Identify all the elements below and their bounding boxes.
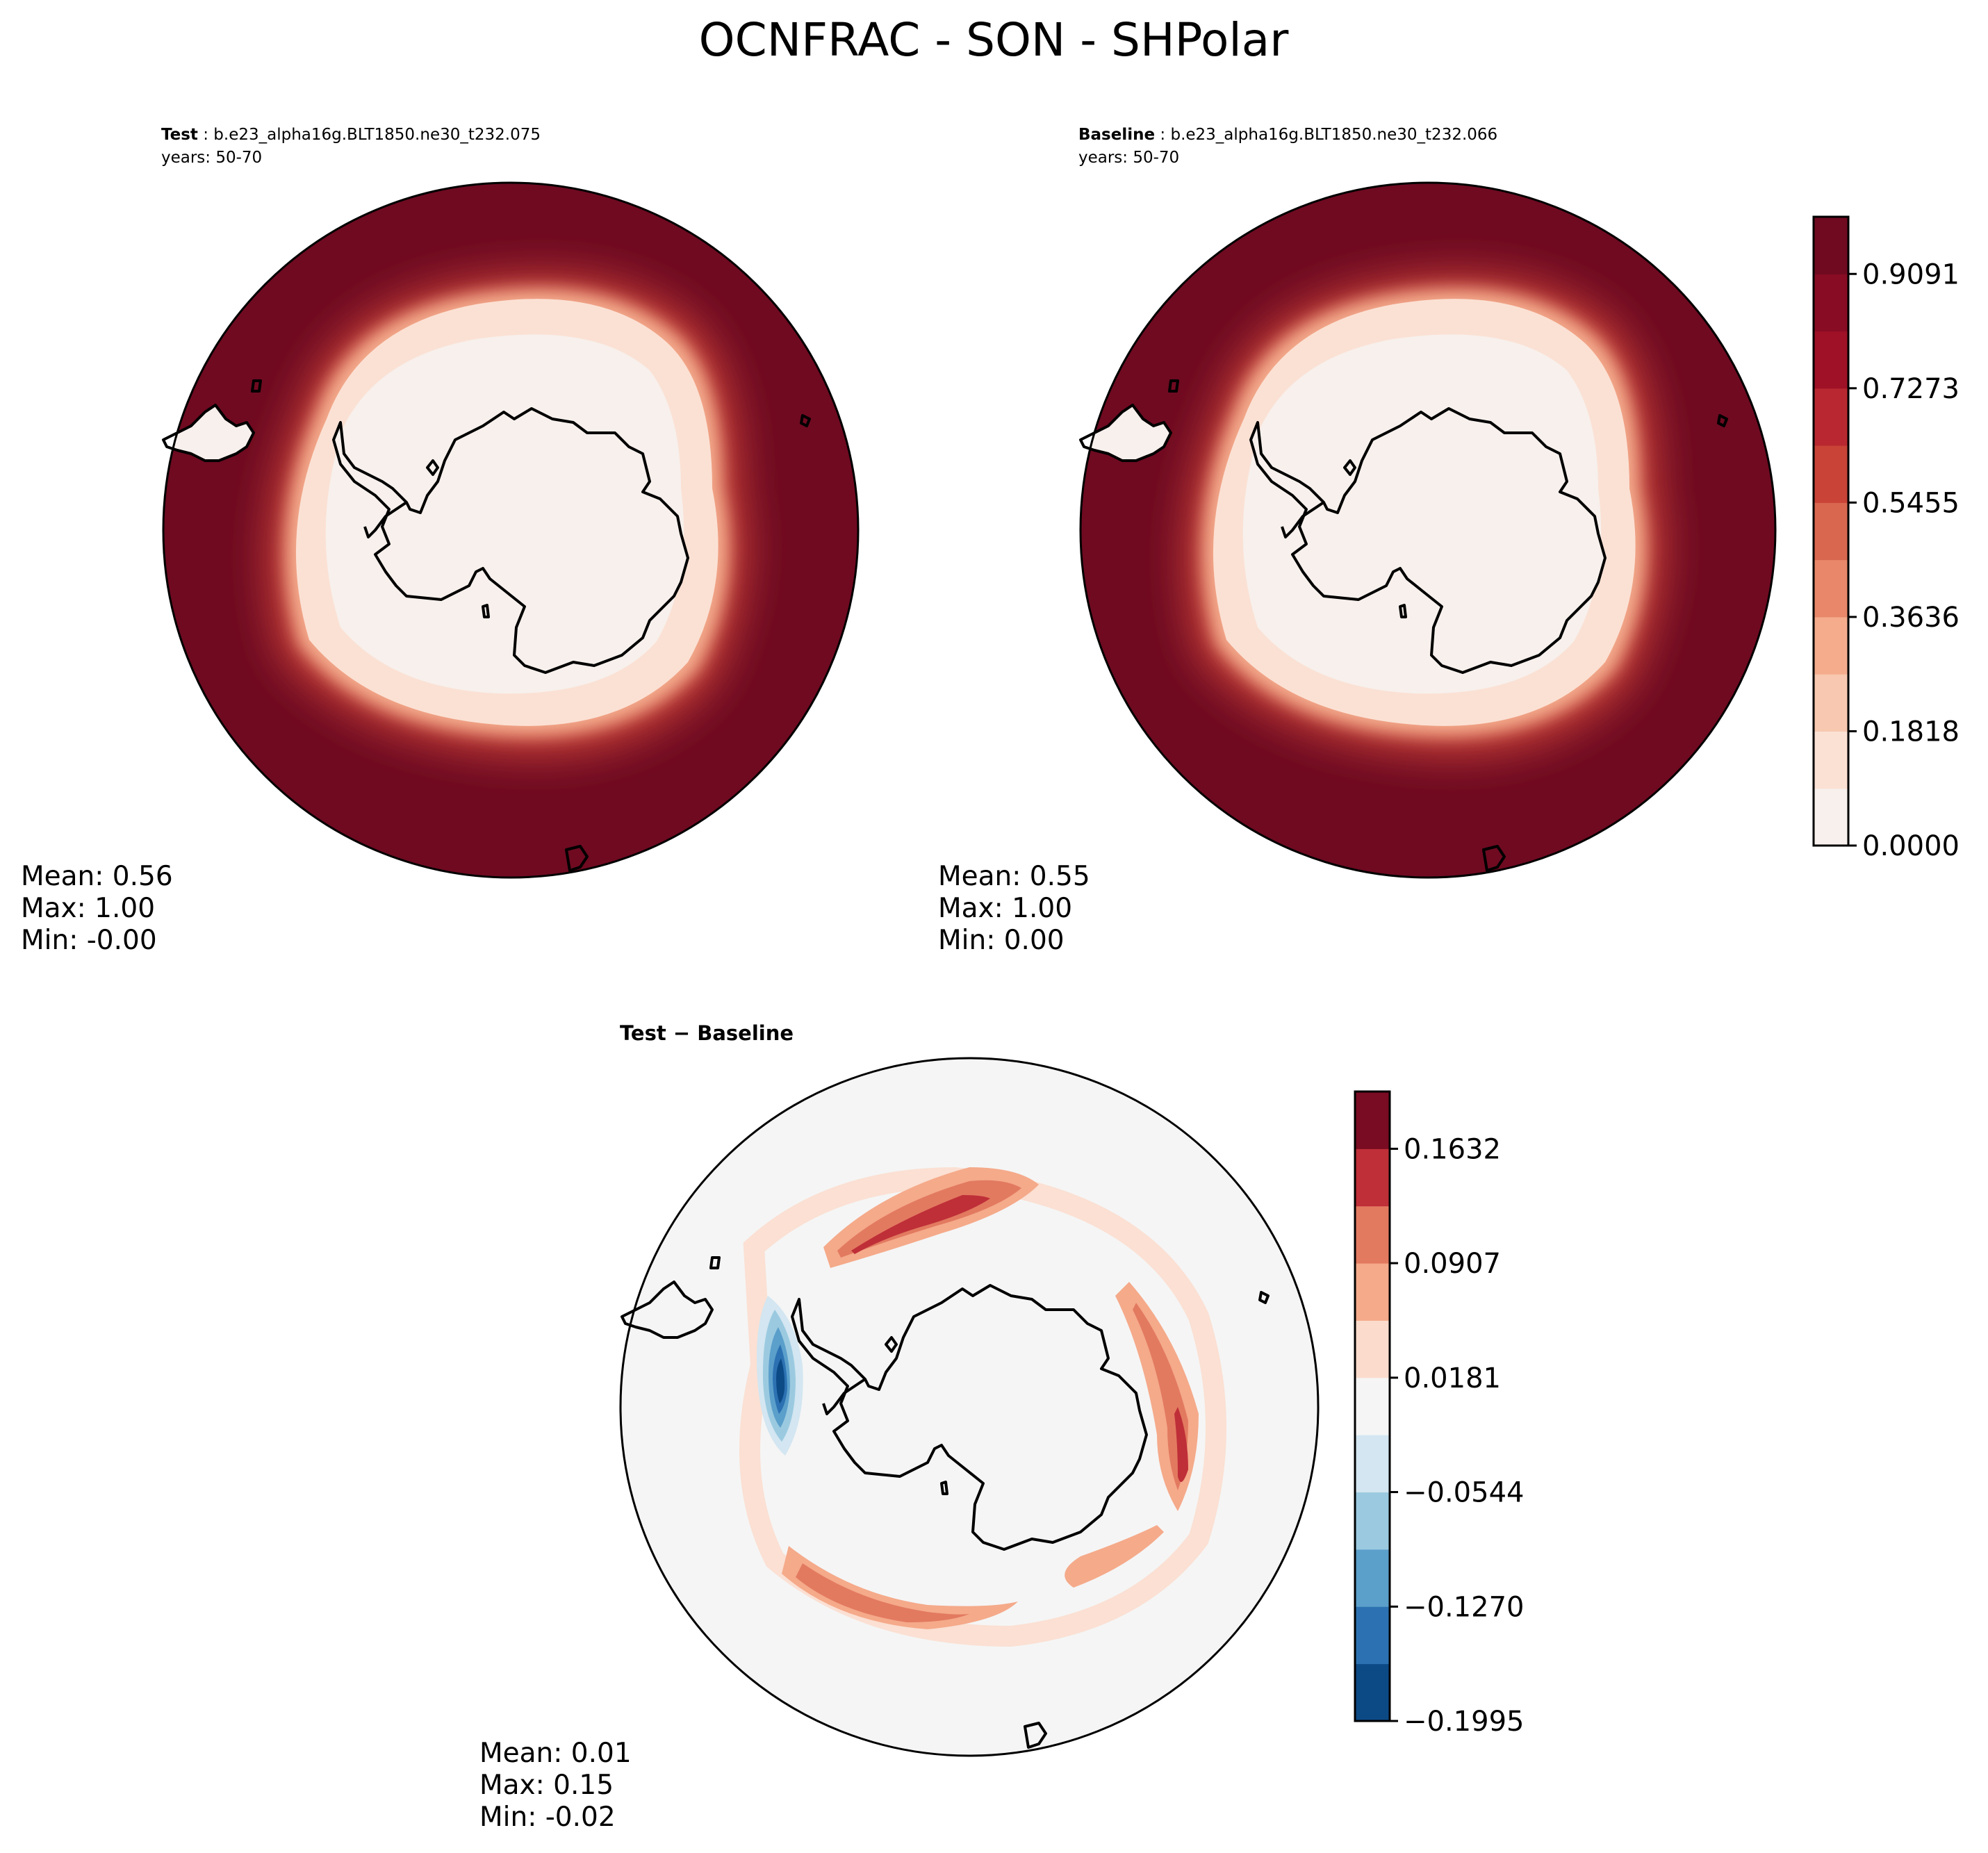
colorbar-abs-level (1814, 559, 1848, 618)
test-panel-label: Test : b.e23_alpha16g.BLT1850.ne30_t232.… (161, 126, 541, 144)
colorbar-abs-level (1814, 731, 1848, 789)
colorbar-abs-tick-label: 0.1818 (1862, 716, 1960, 748)
diff-min: Min: -0.02 (479, 1802, 616, 1833)
panel-diff: Test − Baseline (479, 1021, 1320, 1833)
colorbar-abs-level (1814, 788, 1848, 846)
colorbar-diff-tick-label: −0.1270 (1404, 1591, 1524, 1623)
colorbar-abs-level (1814, 616, 1848, 675)
colorbar-abs-level (1814, 674, 1848, 732)
colorbar-abs-level (1814, 274, 1848, 332)
colorbar-diff-level (1355, 1148, 1390, 1207)
colorbar-abs-tick-label: 0.9091 (1862, 258, 1960, 290)
colorbar-abs-level (1814, 217, 1848, 274)
colorbar-diff-level (1355, 1606, 1390, 1665)
colorbar-diff-level (1355, 1549, 1390, 1607)
colorbar-abs-tick-label: 0.7273 (1862, 373, 1960, 405)
colorbar-abs-level (1814, 502, 1848, 561)
panel-test: Test : b.e23_alpha16g.BLT1850.ne30_t232.… (21, 126, 860, 956)
baseline-min: Min: 0.00 (938, 925, 1065, 956)
colorbar-abs-level (1814, 445, 1848, 503)
baseline-years: years: 50-70 (1078, 149, 1179, 167)
colorbar-diff-level (1355, 1435, 1390, 1493)
colorbar-diff-level (1355, 1092, 1390, 1149)
baseline-label-bold: Baseline (1078, 126, 1155, 144)
colorbar-diff-frame (1354, 1090, 1391, 1722)
test-label-bold: Test (161, 126, 198, 144)
figure-title: OCNFRAC - SON - SHPolar (699, 13, 1290, 67)
colorbar-diff: 0.1632 0.0907 0.0181 −0.0544 −0.1270 −0.1995 (1354, 1090, 1524, 1738)
baseline-mean: Mean: 0.55 (938, 861, 1090, 892)
baseline-max: Max: 1.00 (938, 893, 1072, 924)
colorbar-diff-level (1355, 1663, 1390, 1722)
colorbar-diff-tick-label: −0.0544 (1404, 1477, 1524, 1509)
colorbar-abs-level (1814, 331, 1848, 389)
colorbar-abs-tick-label: 0.5455 (1862, 487, 1960, 519)
test-label-case: : b.e23_alpha16g.BLT1850.ne30_t232.075 (198, 126, 541, 144)
diff-map-border (619, 1057, 1320, 1757)
test-map-border (162, 181, 860, 879)
diff-panel-label: Test − Baseline (620, 1021, 794, 1045)
colorbar-diff-level (1355, 1263, 1390, 1321)
colorbar-abs-frame (1812, 215, 1850, 847)
colorbar-diff-level (1355, 1492, 1390, 1550)
colorbar-abs-tick-label: 0.3636 (1862, 602, 1960, 634)
test-years: years: 50-70 (161, 149, 262, 167)
panel-baseline: Baseline : b.e23_alpha16g.BLT1850.ne30_t… (938, 126, 1777, 956)
colorbar-abs-tick-label: 0.0000 (1862, 830, 1960, 862)
baseline-panel-label: Baseline : b.e23_alpha16g.BLT1850.ne30_t… (1078, 126, 1497, 144)
colorbar-diff-level (1355, 1320, 1390, 1378)
test-mean: Mean: 0.56 (21, 861, 173, 892)
colorbar-diff-tick-label: 0.0907 (1404, 1248, 1501, 1280)
colorbar-diff-tick-label: 0.1632 (1404, 1133, 1501, 1165)
diff-mean: Mean: 0.01 (479, 1738, 632, 1769)
colorbar-abs-level (1814, 388, 1848, 446)
colorbar-diff-level (1355, 1205, 1390, 1264)
colorbar-abs: 0.9091 0.7273 0.5455 0.3636 0.1818 0.0000 (1812, 215, 1960, 862)
colorbar-diff-level (1355, 1377, 1390, 1435)
test-min: Min: -0.00 (21, 925, 157, 956)
diff-max: Max: 0.15 (479, 1770, 614, 1801)
baseline-map-border (1079, 181, 1777, 879)
test-max: Max: 1.00 (21, 893, 155, 924)
baseline-label-case: : b.e23_alpha16g.BLT1850.ne30_t232.066 (1155, 126, 1497, 144)
colorbar-diff-tick-label: 0.0181 (1404, 1362, 1501, 1394)
colorbar-diff-tick-label: −0.1995 (1404, 1706, 1524, 1738)
